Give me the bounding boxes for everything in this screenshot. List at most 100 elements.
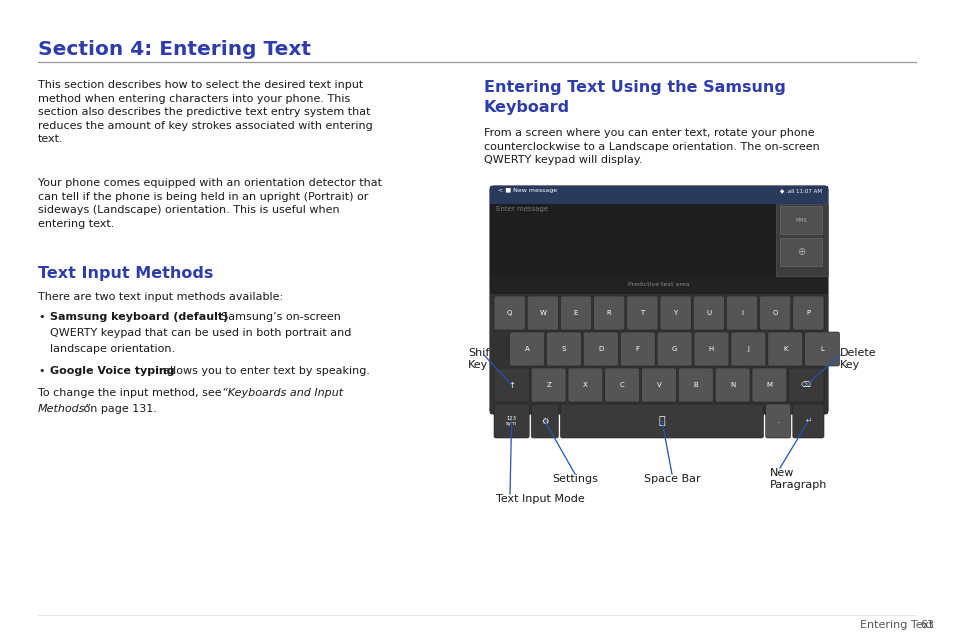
Text: on page 131.: on page 131. [80, 404, 156, 414]
Text: H: H [708, 346, 714, 352]
Text: New: New [769, 468, 794, 478]
FancyBboxPatch shape [567, 368, 602, 402]
Text: Text Input Methods: Text Input Methods [38, 266, 213, 281]
FancyBboxPatch shape [804, 332, 839, 366]
FancyBboxPatch shape [678, 368, 713, 402]
Text: : allows you to enter text by speaking.: : allows you to enter text by speaking. [156, 366, 370, 376]
Text: From a screen where you can enter text, rotate your phone
counterclockwise to a : From a screen where you can enter text, … [483, 128, 819, 165]
Text: To change the input method, see: To change the input method, see [38, 388, 225, 398]
Text: “Keyboards and Input: “Keyboards and Input [222, 388, 343, 398]
FancyBboxPatch shape [559, 296, 591, 330]
Text: Predictive text area: Predictive text area [627, 282, 689, 287]
FancyBboxPatch shape [792, 296, 823, 330]
Text: N: N [729, 382, 735, 388]
Text: C: C [619, 382, 624, 388]
Text: B: B [693, 382, 698, 388]
Text: P: P [805, 310, 810, 316]
Text: ◆ .all 11:07 AM: ◆ .all 11:07 AM [780, 188, 821, 193]
Text: Space Bar: Space Bar [643, 474, 700, 484]
Text: This section describes how to select the desired text input
method when entering: This section describes how to select the… [38, 80, 373, 144]
Bar [490, 294, 827, 414]
FancyBboxPatch shape [751, 368, 786, 402]
Text: •: • [38, 366, 45, 376]
FancyBboxPatch shape [657, 332, 691, 366]
FancyBboxPatch shape [767, 332, 801, 366]
FancyBboxPatch shape [559, 404, 762, 438]
Text: MMS: MMS [795, 218, 806, 223]
Text: Key: Key [468, 360, 488, 370]
Bar [490, 204, 827, 276]
Text: .: . [777, 418, 779, 424]
Text: Settings: Settings [552, 474, 598, 484]
Text: W: W [538, 310, 546, 316]
FancyBboxPatch shape [583, 332, 618, 366]
FancyBboxPatch shape [792, 404, 823, 438]
Bar [780, 206, 821, 234]
FancyBboxPatch shape [730, 332, 765, 366]
Text: Key: Key [840, 360, 860, 370]
Text: Shift: Shift [468, 348, 493, 358]
Text: Entering Text: Entering Text [859, 620, 932, 630]
Bar [780, 238, 821, 266]
Text: Your phone comes equipped with an orientation detector that
can tell if the phon: Your phone comes equipped with an orient… [38, 178, 381, 229]
FancyBboxPatch shape [694, 332, 728, 366]
FancyBboxPatch shape [715, 368, 749, 402]
Text: Text Input Mode: Text Input Mode [496, 494, 584, 504]
Text: : Samsung’s on-screen: : Samsung’s on-screen [213, 312, 340, 322]
Text: 63: 63 [919, 620, 933, 630]
Text: ⌫: ⌫ [801, 382, 810, 388]
FancyBboxPatch shape [527, 296, 558, 330]
Text: ↑: ↑ [508, 380, 515, 389]
Text: Entering Text Using the Samsung: Entering Text Using the Samsung [483, 80, 785, 95]
Text: Enter message: Enter message [496, 206, 548, 212]
FancyBboxPatch shape [693, 296, 723, 330]
FancyBboxPatch shape [604, 368, 639, 402]
FancyBboxPatch shape [759, 296, 790, 330]
Text: Q: Q [506, 310, 512, 316]
Text: I: I [740, 310, 742, 316]
FancyBboxPatch shape [593, 296, 624, 330]
FancyBboxPatch shape [765, 404, 790, 438]
FancyBboxPatch shape [494, 296, 525, 330]
Text: L: L [820, 346, 823, 352]
Text: ⚙: ⚙ [540, 417, 548, 425]
Bar [775, 204, 827, 276]
Bar [490, 186, 827, 204]
Text: G: G [671, 346, 677, 352]
FancyBboxPatch shape [531, 368, 565, 402]
Text: QWERTY keypad that can be used in both portrait and: QWERTY keypad that can be used in both p… [50, 328, 351, 338]
Text: Methods”: Methods” [38, 404, 91, 414]
Text: R: R [606, 310, 611, 316]
Text: J: J [746, 346, 749, 352]
Text: ↵: ↵ [804, 418, 810, 424]
FancyBboxPatch shape [659, 296, 691, 330]
Text: X: X [582, 382, 587, 388]
FancyBboxPatch shape [509, 332, 544, 366]
Text: Keyboard: Keyboard [483, 100, 570, 115]
Text: ⎵: ⎵ [658, 416, 664, 426]
Text: V: V [656, 382, 660, 388]
FancyBboxPatch shape [626, 296, 658, 330]
Text: Samsung keyboard (default): Samsung keyboard (default) [50, 312, 228, 322]
FancyBboxPatch shape [619, 332, 655, 366]
Text: Delete: Delete [840, 348, 876, 358]
Text: O: O [772, 310, 777, 316]
Text: Paragraph: Paragraph [769, 480, 826, 490]
Text: Y: Y [673, 310, 677, 316]
Text: A: A [524, 346, 529, 352]
Text: F: F [635, 346, 639, 352]
Text: Z: Z [545, 382, 551, 388]
Text: E: E [573, 310, 578, 316]
Text: M: M [765, 382, 772, 388]
Text: •: • [38, 312, 45, 322]
Text: K: K [782, 346, 786, 352]
FancyBboxPatch shape [546, 332, 580, 366]
FancyBboxPatch shape [490, 186, 827, 414]
Text: D: D [598, 346, 603, 352]
FancyBboxPatch shape [494, 404, 529, 438]
FancyBboxPatch shape [494, 368, 529, 402]
Text: Google Voice typing: Google Voice typing [50, 366, 174, 376]
Text: There are two text input methods available:: There are two text input methods availab… [38, 292, 283, 302]
Text: ⊕: ⊕ [796, 247, 804, 257]
FancyBboxPatch shape [788, 368, 823, 402]
